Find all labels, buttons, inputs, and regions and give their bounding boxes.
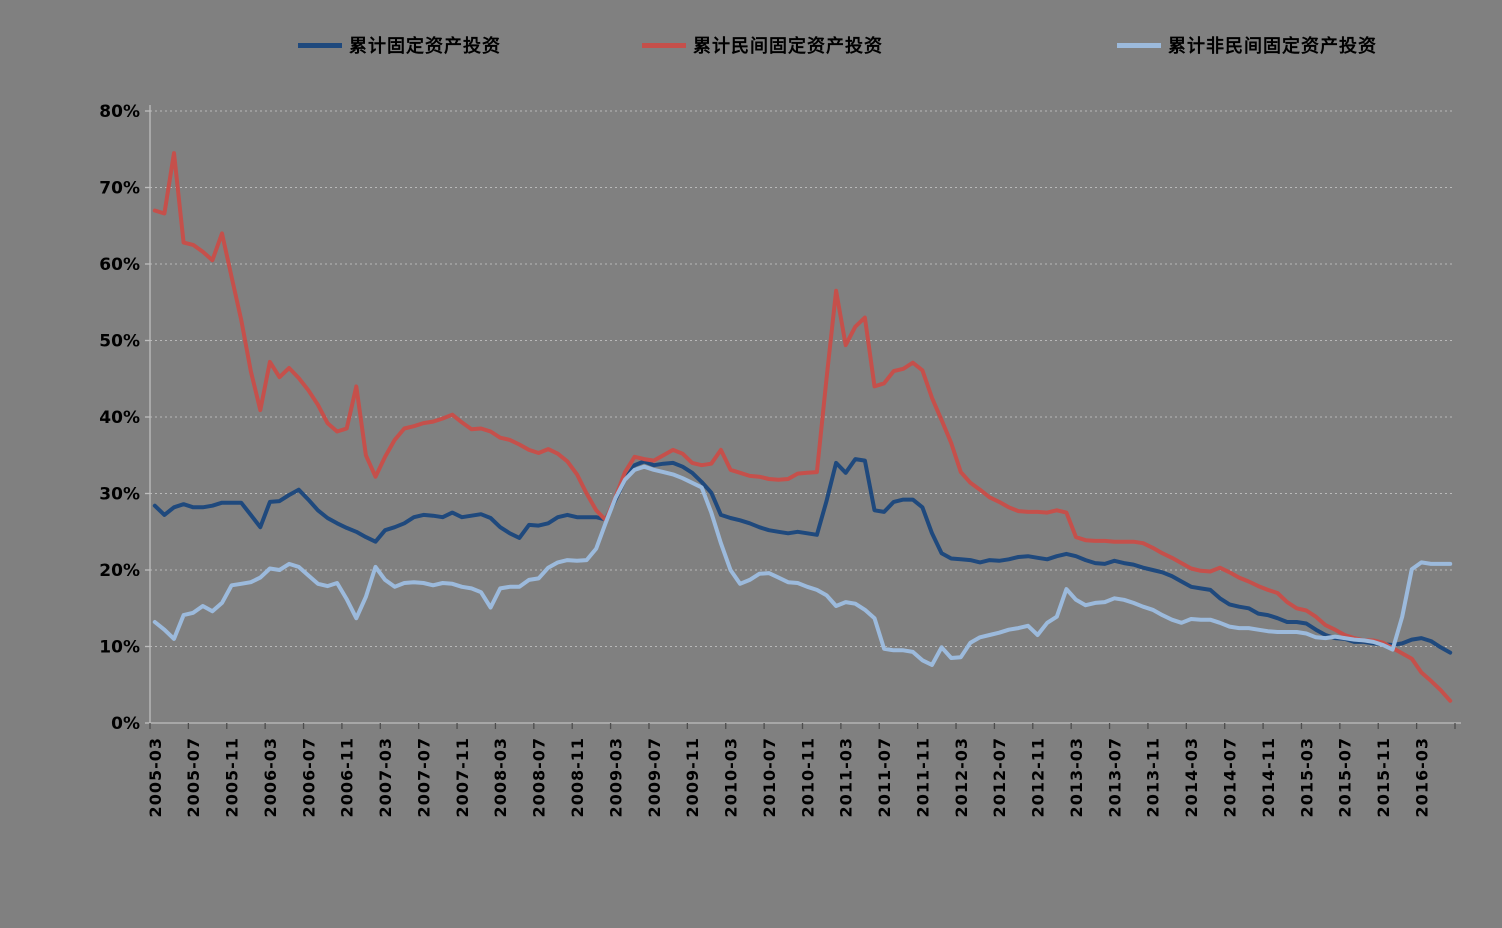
svg-text:2016-03: 2016-03	[1412, 737, 1431, 817]
legend-item-private-fai: 累计民间固定资产投资	[642, 34, 883, 57]
legend-label-private-fai: 累计民间固定资产投资	[693, 36, 883, 57]
svg-text:2006-11: 2006-11	[338, 737, 357, 817]
svg-text:60%: 60%	[99, 255, 140, 275]
svg-text:2007-03: 2007-03	[376, 737, 395, 817]
svg-text:30%: 30%	[99, 485, 140, 505]
svg-text:40%: 40%	[99, 408, 140, 428]
svg-text:2009-11: 2009-11	[683, 737, 702, 817]
svg-text:2006-03: 2006-03	[261, 737, 280, 817]
svg-text:2013-07: 2013-07	[1105, 737, 1124, 817]
svg-text:2013-11: 2013-11	[1144, 737, 1163, 817]
legend-line-swatch-private-fai-icon	[642, 42, 686, 48]
svg-text:2015-07: 2015-07	[1336, 737, 1355, 817]
svg-text:2007-11: 2007-11	[453, 737, 472, 817]
chart-legend: 累计固定资产投资 累计民间固定资产投资 累计非民间固定资产投资	[0, 0, 1502, 70]
svg-text:2005-03: 2005-03	[146, 737, 165, 817]
svg-text:2007-07: 2007-07	[414, 737, 433, 817]
svg-text:0%: 0%	[111, 714, 140, 734]
svg-text:70%: 70%	[99, 179, 140, 199]
svg-text:2005-11: 2005-11	[223, 737, 242, 817]
svg-text:2012-07: 2012-07	[990, 737, 1009, 817]
svg-text:2008-03: 2008-03	[491, 737, 510, 817]
svg-text:2008-07: 2008-07	[530, 737, 549, 817]
legend-item-total-fai: 累计固定资产投资	[298, 34, 501, 57]
svg-text:2011-11: 2011-11	[913, 737, 932, 817]
svg-text:2014-03: 2014-03	[1182, 737, 1201, 817]
legend-label-total-fai: 累计固定资产投资	[349, 36, 501, 57]
svg-text:2010-03: 2010-03	[722, 737, 741, 817]
legend-label-nonprivate-fai: 累计非民间固定资产投资	[1168, 36, 1377, 57]
svg-text:2010-07: 2010-07	[760, 737, 779, 817]
svg-text:50%: 50%	[99, 332, 140, 352]
svg-text:2015-11: 2015-11	[1374, 737, 1393, 817]
svg-text:2012-11: 2012-11	[1029, 737, 1048, 817]
svg-text:2011-03: 2011-03	[837, 737, 856, 817]
svg-text:2010-11: 2010-11	[798, 737, 817, 817]
legend-line-swatch-nonprivate-fai-icon	[1117, 42, 1161, 48]
svg-text:2013-03: 2013-03	[1067, 737, 1086, 817]
legend-line-swatch-total-fai-icon	[298, 42, 342, 48]
svg-text:2014-11: 2014-11	[1259, 737, 1278, 817]
svg-text:80%: 80%	[99, 102, 140, 122]
svg-text:2014-07: 2014-07	[1221, 737, 1240, 817]
svg-text:2005-07: 2005-07	[184, 737, 203, 817]
svg-text:2015-03: 2015-03	[1297, 737, 1316, 817]
svg-text:2008-11: 2008-11	[568, 737, 587, 817]
svg-text:2009-03: 2009-03	[606, 737, 625, 817]
svg-text:2012-03: 2012-03	[952, 737, 971, 817]
svg-text:2011-07: 2011-07	[875, 737, 894, 817]
svg-text:2009-07: 2009-07	[645, 737, 664, 817]
svg-text:10%: 10%	[99, 638, 140, 658]
svg-text:20%: 20%	[99, 561, 140, 581]
svg-text:2006-07: 2006-07	[299, 737, 318, 817]
legend-item-nonprivate-fai: 累计非民间固定资产投资	[1117, 34, 1377, 57]
